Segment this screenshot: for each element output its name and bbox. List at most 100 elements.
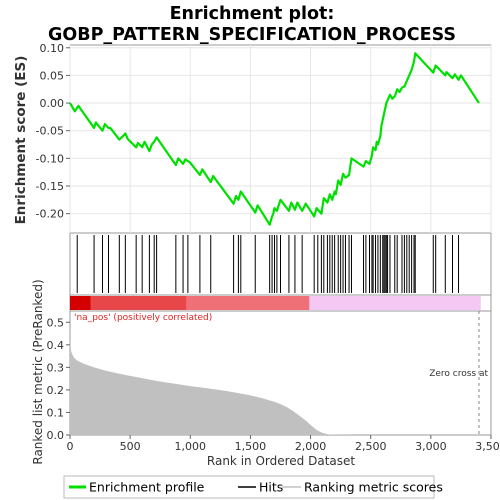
heatmap-cell	[281, 296, 290, 310]
legend-metric-label: Ranking metric scores	[304, 480, 443, 495]
heatmap-cell	[70, 296, 78, 310]
metric-area-path	[70, 340, 479, 435]
heatmap-cell	[322, 296, 331, 310]
metric-y-ticks: 0.0 0.1 0.2 0.3 0.4 0.5	[47, 316, 70, 442]
es-tick-label: -0.10	[36, 152, 64, 165]
heatmap-cell	[302, 296, 310, 310]
heatmap-cell	[350, 296, 358, 310]
heatmap-cell	[309, 296, 317, 310]
es-tick-label: -0.15	[36, 180, 64, 193]
heatmap-cell	[445, 296, 454, 310]
heatmap-cell	[240, 296, 249, 310]
heatmap-cell	[363, 296, 372, 310]
heatmap-cell	[404, 296, 413, 310]
heatmap-cell	[418, 296, 427, 310]
x-tick-label: 1,000	[175, 440, 207, 453]
heatmap-cell	[316, 296, 324, 310]
x-ticks: 0 500 1,000 1,500 2,000 2,500 3,000 3,500	[67, 435, 500, 453]
heatmap-cell	[432, 296, 440, 310]
heatmap-cell	[247, 296, 256, 310]
es-panel-frame	[69, 44, 492, 234]
metric-tick-label: 0.0	[47, 429, 65, 442]
heatmap-cell	[398, 296, 406, 310]
chart-title-line1: Enrichment plot:	[170, 4, 335, 24]
heatmap-cell	[336, 296, 345, 310]
heatmap-cell	[384, 296, 392, 310]
heatmap-cell	[199, 296, 208, 310]
heatmap-cell	[83, 296, 92, 310]
heatmap-cell	[220, 296, 228, 310]
enrichment-profile-line	[69, 52, 480, 226]
heatmap-cell	[411, 296, 420, 310]
heatmap-cell	[268, 296, 276, 310]
heatmap-cell	[76, 296, 85, 310]
heatmap-cell	[179, 296, 187, 310]
heatmap-cell	[254, 296, 263, 310]
metric-y-axis-label: Ranked list metric (PreRanked)	[31, 279, 45, 464]
heatmap-cell	[131, 296, 139, 310]
heatmap-cell	[186, 296, 194, 310]
heatmap-cell	[165, 296, 174, 310]
es-y-ticks: -0.20 -0.15 -0.10 -0.05 0.00 0.05 0.10	[36, 42, 70, 221]
x-tick-label: 3,500	[475, 440, 500, 453]
heatmap-cell	[452, 296, 461, 310]
heatmap-cell	[138, 296, 146, 310]
heatmap-cell	[97, 296, 105, 310]
metric-tick-label: 0.5	[47, 316, 65, 329]
heatmap-cell	[329, 296, 338, 310]
rank-heatmap	[70, 296, 481, 310]
heatmap-cell	[370, 296, 379, 310]
es-tick-label: 0.00	[40, 97, 65, 110]
legend-hits-label: Hits	[259, 480, 283, 495]
legend-enrichment-label: Enrichment profile	[89, 480, 205, 495]
x-tick-label: 2,000	[295, 440, 327, 453]
heatmap-cell	[357, 296, 365, 310]
heatmap-cell	[473, 296, 481, 310]
heatmap-cell	[124, 296, 133, 310]
heatmap-cell	[213, 296, 221, 310]
enrichment-profile	[69, 52, 480, 226]
heatmap-cell	[377, 296, 386, 310]
heatmap-cell	[90, 296, 98, 310]
metric-tick-label: 0.4	[47, 339, 65, 352]
x-tick-label: 1,500	[235, 440, 267, 453]
positive-correlation-label: 'na_pos' (positively correlated)	[74, 313, 212, 323]
heatmap-cell	[117, 296, 126, 310]
heatmap-cell	[158, 296, 167, 310]
heatmap-cell	[459, 296, 468, 310]
heatmap-cell	[152, 296, 160, 310]
heatmap-cell	[206, 296, 215, 310]
heatmap-cell	[227, 296, 235, 310]
heatmap-cell	[425, 296, 433, 310]
heatmap-cell	[288, 296, 297, 310]
chart-title-line2: GOBP_PATTERN_SPECIFICATION_PROCESS	[48, 25, 456, 45]
heatmap-cell	[104, 296, 112, 310]
metric-tick-label: 0.2	[47, 384, 65, 397]
x-axis-label: Rank in Ordered Dataset	[207, 454, 355, 468]
x-tick-label: 500	[120, 440, 141, 453]
hit-lines	[76, 235, 460, 293]
heatmap-cell	[343, 296, 351, 310]
heatmap-cell	[295, 296, 304, 310]
heatmap-cell	[275, 296, 283, 310]
es-tick-label: 0.10	[40, 42, 65, 55]
es-y-axis-label: Enrichment score (ES)	[13, 56, 29, 225]
heatmap-cell	[439, 296, 447, 310]
es-tick-label: 0.05	[40, 69, 65, 82]
x-tick-label: 2,500	[355, 440, 387, 453]
heatmap-cell	[145, 296, 153, 310]
zero-cross-label: Zero cross at	[429, 369, 488, 379]
heatmap-cell	[234, 296, 242, 310]
es-tick-label: -0.20	[36, 208, 64, 221]
es-grid	[69, 45, 492, 233]
heatmap-cell	[466, 296, 474, 310]
metric-area	[70, 340, 479, 435]
heatmap-cell	[391, 296, 399, 310]
heatmap-cell	[193, 296, 201, 310]
heatmap-cell	[172, 296, 180, 310]
es-tick-label: -0.05	[36, 125, 64, 138]
metric-tick-label: 0.3	[47, 361, 65, 374]
legend: Enrichment profile Hits Ranking metric s…	[63, 475, 443, 499]
x-tick-label: 0	[67, 440, 74, 453]
